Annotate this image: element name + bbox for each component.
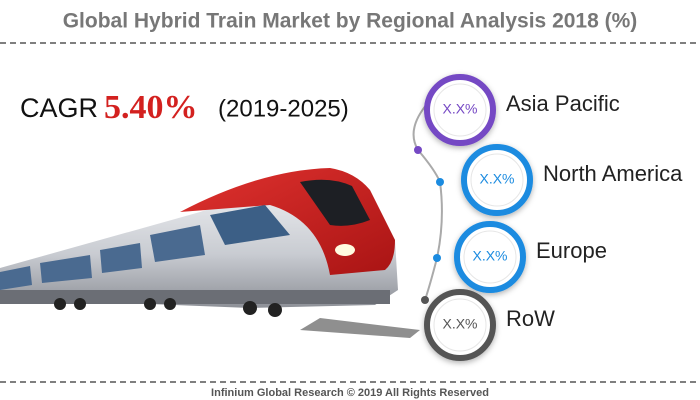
region-share: X.X% bbox=[442, 101, 477, 117]
region-name: Europe bbox=[536, 238, 607, 263]
region-inner bbox=[470, 153, 524, 207]
region-share: X.X% bbox=[472, 248, 507, 264]
region-name: North America bbox=[543, 161, 683, 186]
region-inner bbox=[463, 230, 517, 284]
cagr-period: (2019-2025) bbox=[218, 95, 349, 122]
region-inner bbox=[433, 83, 487, 137]
region-share: X.X% bbox=[442, 316, 477, 332]
region-share: X.X% bbox=[479, 171, 514, 187]
region-inner bbox=[433, 298, 487, 352]
cagr-value: 5.40% bbox=[104, 89, 198, 126]
connector-dot bbox=[414, 146, 422, 154]
cagr: CAGR 5.40% (2019-2025) bbox=[20, 89, 349, 126]
regions: X.X% Asia Pacific X.X% North America X.X% Eur… bbox=[414, 74, 683, 361]
connector-dot bbox=[433, 254, 441, 262]
footer: Infinium Global Research © 2019 All Righ… bbox=[211, 387, 489, 399]
region-name: RoW bbox=[506, 306, 555, 331]
region-name: Asia Pacific bbox=[506, 91, 620, 116]
connector-dot bbox=[421, 296, 429, 304]
cagr-label: CAGR bbox=[20, 93, 98, 123]
connector-dot bbox=[436, 178, 444, 186]
train-illustration bbox=[0, 168, 420, 338]
title: Global Hybrid Train Market by Regional A… bbox=[63, 10, 638, 33]
